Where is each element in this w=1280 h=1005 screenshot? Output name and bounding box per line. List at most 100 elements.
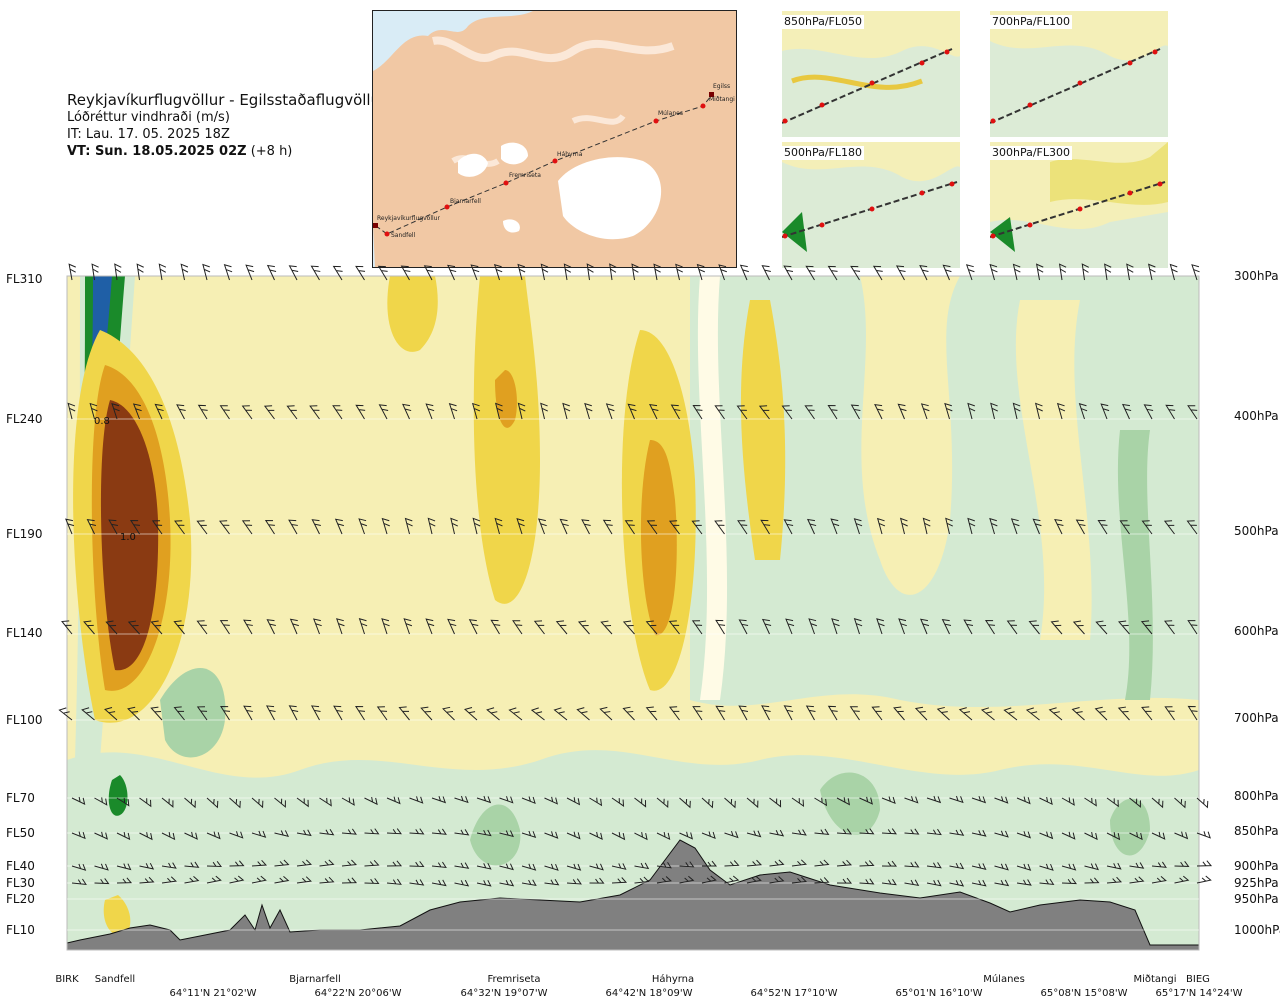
title-block: Reykjavíkurflugvöllur - Egilsstaðaflugvö… bbox=[67, 92, 386, 160]
wind-barb bbox=[634, 797, 647, 808]
wind-barb bbox=[876, 618, 885, 635]
wind-barb bbox=[1084, 877, 1100, 884]
wind-barb bbox=[971, 830, 987, 837]
location-label: Miðtangi bbox=[1133, 974, 1177, 985]
wind-barb bbox=[656, 876, 672, 884]
wind-barb bbox=[158, 263, 167, 281]
wind-barb bbox=[1106, 876, 1123, 884]
wind-barb bbox=[897, 403, 907, 420]
wind-barb bbox=[521, 830, 537, 839]
thumbnail-700hpa[interactable]: 700hPa/FL100 bbox=[990, 11, 1168, 137]
thumbnail-label: 300hPa/FL300 bbox=[990, 146, 1073, 160]
wind-barb bbox=[691, 620, 703, 635]
wind-barb bbox=[949, 862, 965, 870]
wind-barb bbox=[783, 705, 794, 721]
wind-barb bbox=[139, 862, 155, 870]
wind-barb bbox=[653, 263, 661, 281]
wind-barb bbox=[611, 832, 626, 841]
wind-barb bbox=[161, 862, 177, 869]
wind-barb bbox=[68, 263, 76, 281]
wind-barb bbox=[631, 263, 639, 281]
down-cell-far-east-lower bbox=[1110, 798, 1150, 856]
wind-barb bbox=[263, 405, 275, 420]
wind-barb bbox=[670, 404, 681, 420]
thumbnail-850hpa[interactable]: 850hPa/FL050 bbox=[782, 11, 960, 137]
map-label-midtangi: Miðtangi bbox=[709, 96, 735, 103]
wind-barb bbox=[830, 518, 840, 535]
wind-barb bbox=[1187, 405, 1198, 420]
wind-barb bbox=[701, 860, 718, 867]
wind-barb bbox=[71, 831, 86, 840]
glacier-myrdalsjokull bbox=[503, 219, 520, 233]
wind-barb bbox=[566, 831, 581, 840]
updraft-cell-sandfell-low bbox=[103, 895, 131, 936]
wind-barb bbox=[1174, 831, 1189, 840]
wind-barb bbox=[494, 517, 503, 535]
down-cell-mid-lower bbox=[470, 804, 521, 866]
wind-barb bbox=[471, 402, 481, 420]
wind-barb bbox=[859, 878, 875, 885]
wind-barb bbox=[872, 265, 883, 281]
neutral-band-east bbox=[860, 276, 960, 595]
down-cell-west-lower bbox=[160, 667, 226, 758]
wind-barb bbox=[634, 862, 650, 870]
wind-barb bbox=[544, 863, 559, 871]
wind-barb bbox=[791, 876, 808, 884]
wind-barb bbox=[1126, 263, 1134, 281]
wind-barb bbox=[516, 518, 525, 535]
wind-barb bbox=[476, 829, 492, 837]
thumbnail-500hpa[interactable]: 500hPa/FL180 bbox=[782, 142, 960, 268]
wind-barb bbox=[645, 706, 658, 721]
hpa-label: 850hPa bbox=[1234, 824, 1279, 838]
wind-barb bbox=[400, 265, 411, 281]
wind-barb bbox=[243, 705, 253, 721]
wind-barb bbox=[161, 797, 174, 808]
wind-barb bbox=[646, 520, 658, 535]
wind-barb bbox=[1006, 620, 1018, 635]
wind-barb bbox=[174, 520, 185, 535]
wind-barb bbox=[827, 405, 838, 420]
route-line bbox=[375, 95, 712, 235]
wind-barb bbox=[219, 520, 230, 535]
wind-barb bbox=[1164, 706, 1175, 721]
wind-barb bbox=[555, 620, 568, 635]
wind-barb bbox=[364, 878, 380, 885]
thumbnail-300hpa[interactable]: 300hPa/FL300 bbox=[990, 142, 1168, 268]
wind-barb bbox=[679, 861, 695, 868]
wind-barb bbox=[86, 518, 97, 535]
wind-barb bbox=[521, 879, 537, 887]
wind-barb bbox=[746, 830, 762, 838]
wind-barb bbox=[1056, 402, 1066, 420]
wind-barb bbox=[1034, 402, 1043, 420]
wind-barb bbox=[376, 706, 388, 721]
wind-barb bbox=[679, 831, 694, 840]
wind-barb bbox=[89, 402, 98, 420]
wind-barb bbox=[783, 519, 794, 535]
glacier-vatnajokull bbox=[558, 157, 662, 240]
wind-barb bbox=[1032, 518, 1042, 535]
fl-label: FL100 bbox=[6, 713, 43, 727]
wind-barb bbox=[296, 876, 312, 884]
wind-barb bbox=[853, 518, 863, 535]
wind-barb bbox=[289, 618, 299, 635]
hpa-label: 700hPa bbox=[1234, 711, 1279, 725]
valid-time-label: VT: Sun. 18.05.2025 02Z bbox=[67, 144, 247, 159]
map-label-sandfell: Sandfell bbox=[391, 232, 416, 239]
wind-barb bbox=[431, 828, 447, 835]
wind-barb bbox=[139, 832, 153, 841]
wind-barb bbox=[1164, 620, 1175, 635]
wind-barb bbox=[1012, 263, 1021, 281]
wind-barb bbox=[517, 402, 526, 420]
wind-barb bbox=[219, 405, 230, 420]
wind-barb bbox=[104, 707, 118, 721]
wind-barb bbox=[1118, 620, 1130, 635]
wind-barb bbox=[423, 265, 434, 281]
route-waypoints bbox=[373, 92, 714, 237]
valid-time-offset: (+8 h) bbox=[246, 144, 293, 159]
wind-barb bbox=[251, 830, 267, 838]
wind-barb bbox=[1196, 831, 1211, 839]
wind-barb bbox=[836, 877, 853, 884]
wind-barb bbox=[1165, 404, 1176, 420]
wind-barb bbox=[904, 861, 920, 868]
wind-barb bbox=[1012, 402, 1021, 420]
